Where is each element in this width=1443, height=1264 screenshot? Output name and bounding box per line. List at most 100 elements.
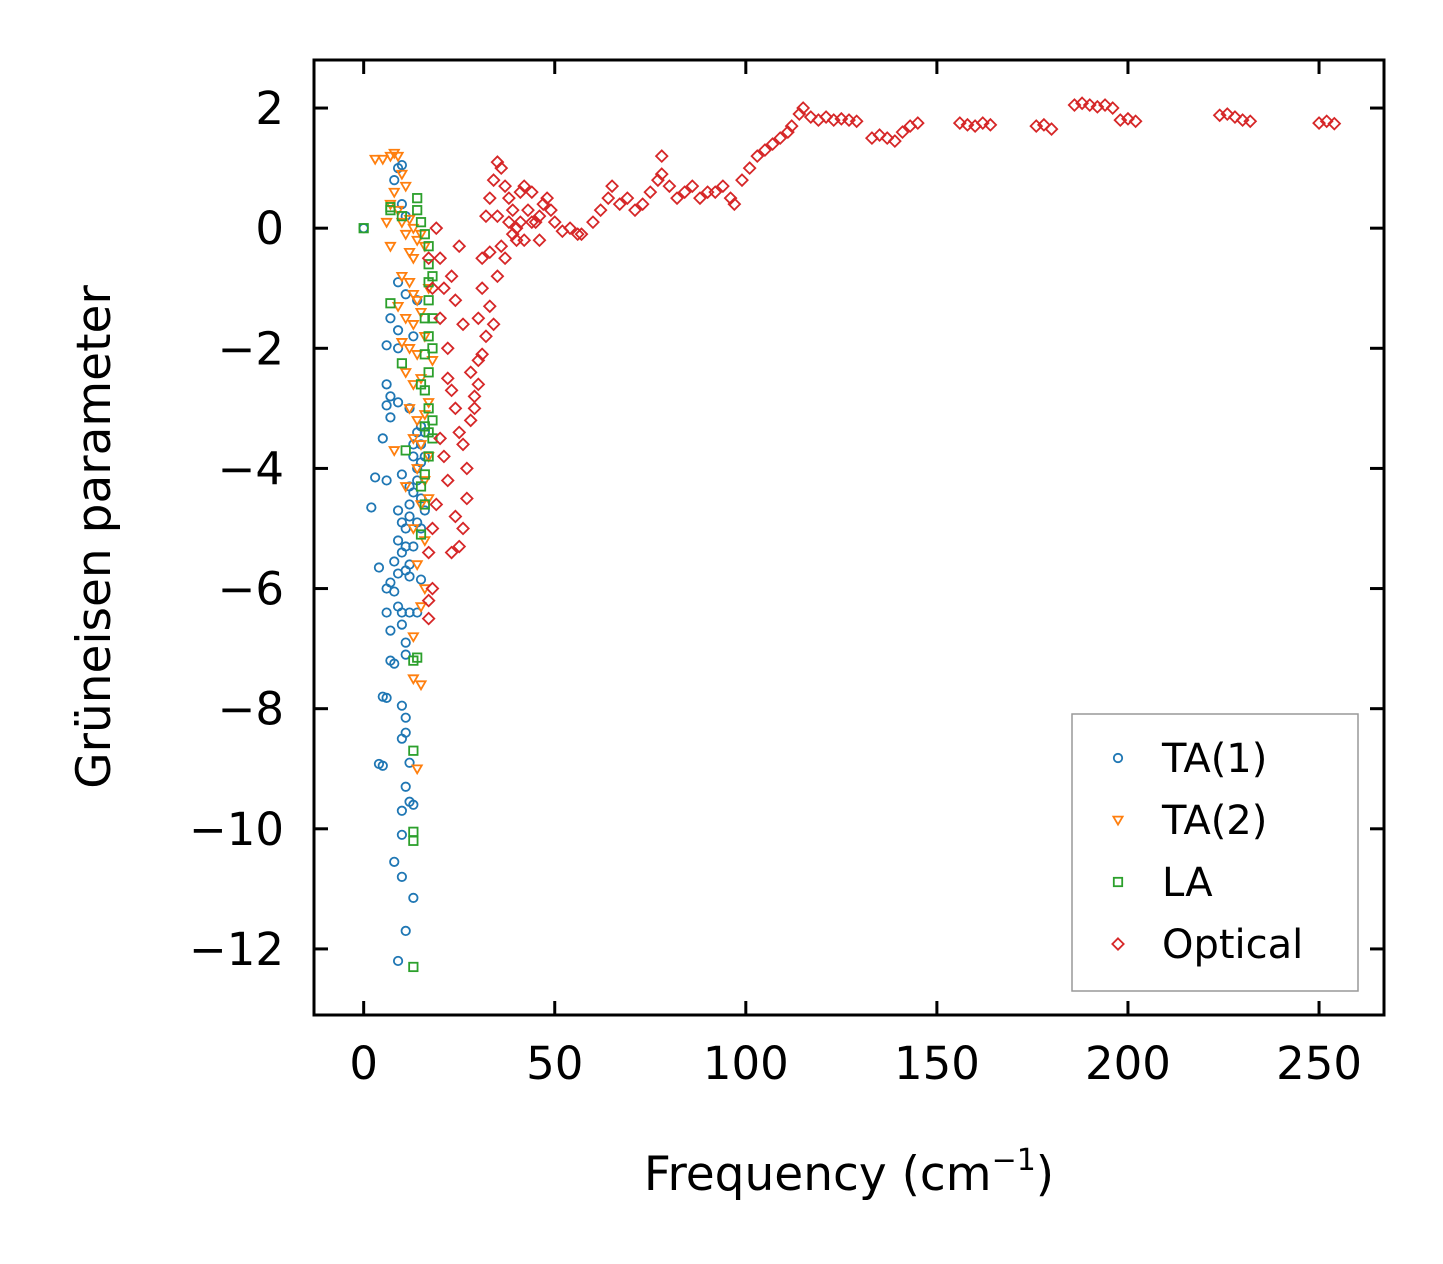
data-point-ta-2 xyxy=(407,380,420,391)
data-point-ta-1 xyxy=(381,475,392,486)
x-tick-label: 0 xyxy=(349,1037,378,1090)
legend-entry-optical: Optical xyxy=(1111,922,1303,968)
data-point-ta-2 xyxy=(399,229,412,241)
data-point-ta-2 xyxy=(414,440,428,451)
data-point-optical xyxy=(513,185,528,200)
data-point-ta-2 xyxy=(399,181,412,193)
data-point-optical xyxy=(1082,98,1097,112)
data-point-optical xyxy=(727,197,742,212)
data-point-la xyxy=(423,331,434,342)
data-point-ta-1 xyxy=(389,175,400,186)
data-point-optical xyxy=(872,128,887,143)
plot-frame xyxy=(312,58,1386,1017)
data-point-la xyxy=(415,481,427,492)
data-point-ta-2 xyxy=(388,148,401,160)
data-point-optical xyxy=(742,161,757,176)
data-point-optical xyxy=(444,545,459,560)
data-point-ta-2 xyxy=(403,277,416,289)
data-point-ta-2 xyxy=(414,308,428,319)
series-ta-2 xyxy=(368,148,439,776)
data-point-ta-2 xyxy=(376,154,389,166)
data-point-ta-1 xyxy=(373,562,385,573)
y-tick-label: −8 xyxy=(218,683,284,736)
data-point-ta-1 xyxy=(400,649,411,660)
data-point-ta-2 xyxy=(368,154,382,166)
data-point-optical xyxy=(1075,96,1090,111)
legend-label-optical: Optical xyxy=(1162,922,1303,968)
data-point-optical xyxy=(459,461,474,476)
data-point-la xyxy=(396,211,407,222)
data-point-ta-2 xyxy=(422,494,435,505)
data-point-optical xyxy=(1235,113,1250,128)
data-point-optical xyxy=(490,209,505,224)
data-point-optical xyxy=(887,134,902,149)
data-point-ta-1 xyxy=(396,700,407,711)
data-point-optical xyxy=(819,110,834,125)
data-point-optical xyxy=(773,131,788,146)
data-point-ta-1 xyxy=(358,223,369,234)
data-point-optical xyxy=(586,215,600,230)
data-point-ta-1 xyxy=(396,469,407,480)
data-point-optical xyxy=(479,329,493,344)
data-point-optical xyxy=(528,215,543,230)
legend-label-la: LA xyxy=(1162,860,1213,906)
data-point-optical xyxy=(593,203,608,218)
data-point-ta-1 xyxy=(385,391,396,402)
data-point-optical xyxy=(735,173,749,188)
data-point-ta-1 xyxy=(408,451,419,462)
data-point-optical xyxy=(643,185,658,200)
data-point-optical xyxy=(463,413,478,428)
legend: TA(1) TA(2) LA Optical xyxy=(1071,713,1359,992)
y-tick-label: 0 xyxy=(255,202,284,255)
data-point-optical xyxy=(784,119,799,134)
x-tick-label: 50 xyxy=(526,1037,583,1090)
data-point-ta-1 xyxy=(404,511,415,522)
data-point-optical xyxy=(540,191,555,206)
data-point-ta-1 xyxy=(408,487,419,498)
data-point-optical xyxy=(421,251,436,266)
data-point-optical xyxy=(433,251,448,266)
data-point-ta-2 xyxy=(403,404,416,415)
data-point-optical xyxy=(429,221,444,236)
data-point-optical xyxy=(880,131,895,146)
data-point-optical xyxy=(983,117,998,132)
data-point-optical xyxy=(448,293,463,308)
data-point-ta-1 xyxy=(381,607,392,618)
data-point-ta-1 xyxy=(408,331,419,342)
data-point-optical xyxy=(521,203,535,218)
data-point-optical xyxy=(459,491,474,506)
data-point-ta-2 xyxy=(410,416,424,427)
data-point-ta-1 xyxy=(396,805,407,816)
legend-marker-ta-2 xyxy=(1111,815,1125,827)
data-point-optical xyxy=(750,149,765,164)
data-point-optical xyxy=(482,299,497,314)
data-point-optical xyxy=(1067,98,1082,112)
data-point-optical xyxy=(452,539,467,554)
data-point-ta-1 xyxy=(396,829,407,840)
data-point-optical xyxy=(765,137,780,152)
data-point-ta-2 xyxy=(407,223,420,235)
data-point-la xyxy=(412,205,423,216)
data-point-optical xyxy=(509,233,524,248)
data-point-ta-2 xyxy=(395,338,409,349)
data-point-ta-1 xyxy=(400,637,411,648)
data-point-optical xyxy=(536,197,551,212)
data-point-optical xyxy=(421,611,436,626)
data-point-ta-1 xyxy=(392,277,404,288)
data-point-ta-1 xyxy=(404,499,415,510)
data-point-la xyxy=(419,229,430,240)
data-point-optical xyxy=(1243,114,1258,129)
data-point-ta-1 xyxy=(408,892,419,903)
data-point-ta-2 xyxy=(422,398,435,409)
data-point-ta-1 xyxy=(381,692,392,703)
legend-marker-ta-1 xyxy=(1112,752,1124,764)
legend-entry-la: LA xyxy=(1112,860,1213,906)
data-point-ta-2 xyxy=(407,524,420,535)
legend-label-ta-2: TA(2) xyxy=(1161,798,1267,844)
data-point-optical xyxy=(425,281,440,296)
data-point-optical xyxy=(708,185,723,200)
data-point-optical xyxy=(440,341,455,356)
data-point-optical xyxy=(494,161,509,176)
data-point-ta-2 xyxy=(414,374,428,385)
data-point-ta-2 xyxy=(407,253,420,265)
